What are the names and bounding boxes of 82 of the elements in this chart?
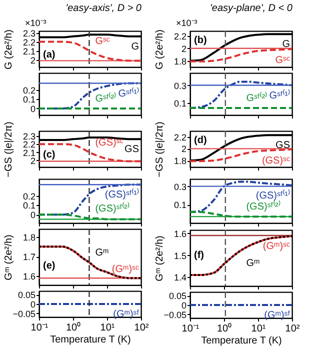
series-label: (GS)ˢᶠ⁽²⁾ [246, 200, 280, 213]
series-label: (GS)ˢᶜ [95, 137, 124, 148]
y-tick-label: −0.05 [12, 308, 36, 319]
x-tick-label: 10⁰ [66, 322, 82, 334]
y-tick-label: 1.6 [174, 228, 186, 239]
annotation: (c) [43, 149, 56, 160]
y-tick-label: 0 [30, 300, 36, 310]
annotation: (a) [43, 49, 56, 60]
y-axis-title: −GS (|e|/2π) [4, 122, 14, 178]
y-tick-label: 2.2 [174, 132, 186, 142]
y-tick-label: 0.2 [22, 191, 36, 202]
y-tick-label: 0.1 [22, 200, 36, 211]
y-tick-label: 0.05 [168, 291, 186, 302]
x-axis-title: Temperature T (K) [50, 334, 131, 346]
y-tick-label: 0.3 [174, 80, 186, 91]
annotation: (b) [194, 35, 207, 46]
y-tick-label: 1.8 [22, 232, 36, 242]
y-tick-label: 0.1 [174, 200, 186, 210]
series-label: (Gᵐ)ˢᶜ [262, 241, 290, 252]
y-tick-label: 2.2 [174, 31, 186, 42]
x-tick-label: 10⁻¹ [182, 324, 200, 334]
series-label: (GS)ˢᶠ⁽²⁾ [95, 201, 130, 214]
series-label: Gˢᶠ⁽²⁾ [95, 91, 116, 104]
x-tick-label: 10² [134, 322, 150, 334]
series-label: Gˢᶠ⁽¹⁾ [269, 88, 290, 102]
series-label: (GS)ˢᶠ⁽¹⁾ [256, 188, 290, 202]
chart-title: 'easy-plane', D < 0 [210, 3, 293, 14]
series-label: Gˢᶠ⁽²⁾ [246, 91, 268, 104]
y-tick-label: 1.4 [174, 272, 186, 283]
annotation: (e) [43, 260, 56, 272]
y-axis-title: Gᵐ (2e²/h) [4, 234, 14, 280]
y-tick-label: 2.1 [22, 148, 36, 158]
y-tick-label: 0 [30, 104, 36, 114]
annotation: (f) [194, 250, 204, 262]
y-axis-title: G (2e²/h) [154, 29, 166, 70]
y-tick-label: 2.1 [22, 46, 36, 56]
y-axis-title: −GS (|e|/2π) [154, 122, 166, 178]
y-tick-label: 2 [181, 144, 186, 154]
x-axis-title: Temperature T (K) [201, 336, 282, 346]
y-tick-label: 2 [30, 156, 36, 166]
series-label: (GS)ˢᶠ⁽¹⁾ [104, 188, 139, 201]
y-tick-label: 0 [30, 210, 36, 220]
series-label: Gˢᶜ [95, 36, 110, 47]
series-label: G [131, 41, 140, 52]
y-tick-label: 0.1 [174, 98, 186, 108]
text: ×10⁻³ [176, 18, 198, 28]
y-tick-label: 0.05 [18, 290, 36, 300]
text: ×10⁻³ [25, 18, 46, 28]
y-tick-label: 1.8 [174, 156, 186, 166]
y-tick-label: 2 [30, 55, 36, 66]
y-axis-title: G (2e²/h) [4, 29, 14, 70]
series-label: GS [124, 144, 140, 156]
series-label: G [282, 39, 290, 50]
y-tick-label: 1.5 [174, 250, 186, 261]
series-label: (GS)ˢᶜ [262, 155, 290, 166]
y-tick-label: 0 [181, 300, 186, 310]
y-tick-label: −0.05 [164, 310, 186, 320]
x-tick-label: 10⁰ [216, 322, 232, 334]
y-tick-label: 2.3 [22, 28, 36, 38]
y-tick-label: 2.3 [22, 131, 36, 142]
x-tick-label: 10⁻¹ [30, 322, 49, 334]
series-label: Gᵐ [246, 258, 260, 269]
y-tick-label: 1.7 [22, 252, 36, 262]
y-tick-label: 2.2 [22, 140, 36, 150]
x-tick-label: 10¹ [251, 324, 266, 334]
y-tick-label: 1.8 [174, 56, 186, 66]
y-tick-label: 0.1 [22, 94, 36, 105]
x-tick-label: 10² [285, 324, 300, 334]
chart-title: 'easy-axis', D > 0 [66, 3, 142, 14]
y-tick-label: 2 [181, 44, 186, 54]
series-label: GS [276, 140, 290, 152]
y-tick-label: 1.6 [22, 272, 36, 282]
y-axis-title: Gᵐ (2e²/h) [154, 236, 166, 282]
series-label: Gᵐ [95, 247, 109, 258]
y-tick-label: 0.3 [174, 182, 186, 192]
series-label: Gˢᶜ [275, 55, 290, 66]
y-tick-label: 2.2 [22, 37, 36, 48]
x-tick-label: 10¹ [100, 322, 116, 334]
series-label: Gˢᶠ⁽¹⁾ [118, 86, 139, 100]
series-label: (Gᵐ)ˢᶜ [112, 264, 140, 276]
y-tick-label: 0.2 [22, 85, 36, 96]
annotation: (d) [194, 135, 207, 146]
